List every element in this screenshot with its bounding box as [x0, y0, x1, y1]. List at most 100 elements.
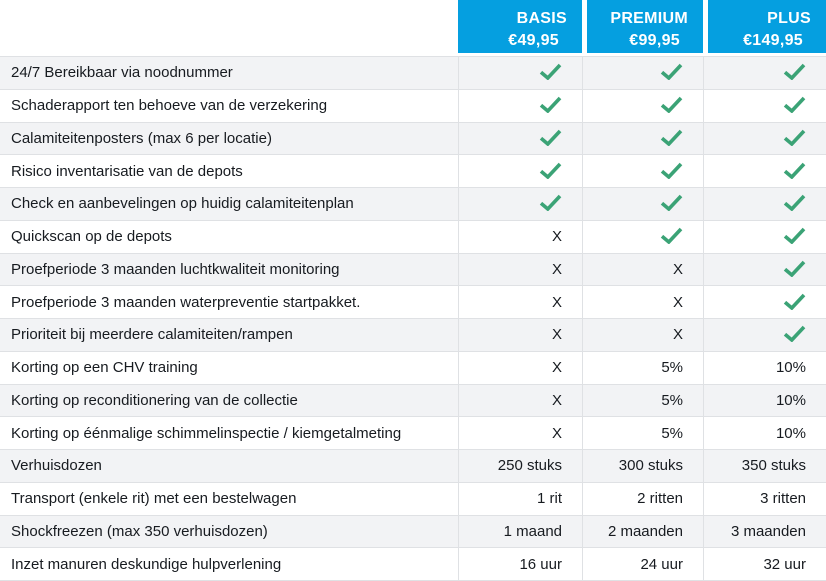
- value-cell: [703, 253, 826, 287]
- value-cell: 10%: [703, 417, 826, 450]
- check-icon: [660, 162, 683, 180]
- value-cell: X: [582, 286, 703, 319]
- check-icon: [783, 96, 806, 114]
- value-cell: 350 stuks: [703, 450, 826, 483]
- value-cell: [582, 56, 703, 90]
- corner-spacer: [0, 0, 458, 56]
- value-cell: [582, 89, 703, 123]
- feature-label: Prioriteit bij meerdere calamiteiten/ram…: [0, 319, 458, 352]
- plan-name: BASIS: [516, 10, 567, 27]
- check-icon: [660, 227, 683, 245]
- plans-header-row: BASIS €49,95 PREMIUM €99,95 PLUS €149,95: [0, 0, 826, 56]
- plan-price: €49,95: [508, 32, 559, 50]
- check-icon: [660, 64, 683, 81]
- feature-label: Inzet manuren deskundige hulpverlening: [0, 548, 458, 581]
- value-cell: [458, 122, 582, 156]
- feature-label: Schaderapport ten behoeve van de verzeke…: [0, 90, 458, 123]
- plan-price: €99,95: [629, 32, 680, 50]
- feature-row: Proefperiode 3 maanden luchtkwaliteit mo…: [0, 253, 826, 287]
- value-cell: [458, 89, 582, 123]
- value-cell: [703, 122, 826, 156]
- value-cell: 24 uur: [582, 548, 703, 581]
- value-cell: 2 ritten: [582, 482, 703, 516]
- check-icon: [783, 260, 806, 278]
- value-cell: 250 stuks: [458, 450, 582, 483]
- feature-row: Check en aanbevelingen op huidig calamit…: [0, 188, 826, 221]
- feature-row: Verhuisdozen 250 stuks 300 stuks 350 stuks: [0, 450, 826, 483]
- feature-row: Korting op een CHV training X 5% 10%: [0, 351, 826, 385]
- check-icon: [783, 326, 806, 343]
- value-cell: X: [458, 417, 582, 450]
- value-cell: [703, 220, 826, 254]
- value-cell: 16 uur: [458, 548, 582, 581]
- feature-row: Transport (enkele rit) met een bestelwag…: [0, 482, 826, 516]
- value-cell: 5%: [582, 417, 703, 450]
- feature-row: Schaderapport ten behoeve van de verzeke…: [0, 89, 826, 123]
- feature-label: Transport (enkele rit) met een bestelwag…: [0, 483, 458, 516]
- feature-label: Verhuisdozen: [0, 450, 458, 483]
- value-cell: [582, 220, 703, 254]
- value-cell: 10%: [703, 351, 826, 385]
- value-cell: X: [458, 253, 582, 287]
- feature-label: Shockfreezen (max 350 verhuisdozen): [0, 516, 458, 549]
- check-icon: [660, 129, 683, 147]
- value-cell: 1 rit: [458, 482, 582, 516]
- check-icon: [783, 195, 806, 212]
- value-cell: [582, 188, 703, 221]
- feature-row: Proefperiode 3 maanden waterpreventie st…: [0, 286, 826, 319]
- value-cell: X: [458, 319, 582, 352]
- value-cell: 5%: [582, 351, 703, 385]
- check-icon: [783, 227, 806, 245]
- feature-row: Prioriteit bij meerdere calamiteiten/ram…: [0, 319, 826, 352]
- check-icon: [539, 96, 562, 114]
- value-cell: [703, 286, 826, 319]
- plan-header-premium: PREMIUM €99,95: [582, 0, 703, 56]
- value-cell: [458, 188, 582, 221]
- feature-label: Korting op éénmalige schimmelinspectie /…: [0, 417, 458, 450]
- plan-header-basis: BASIS €49,95: [458, 0, 582, 56]
- feature-row: Risico inventarisatie van de depots: [0, 155, 826, 188]
- value-cell: X: [582, 253, 703, 287]
- feature-label: Proefperiode 3 maanden waterpreventie st…: [0, 286, 458, 319]
- check-icon: [660, 96, 683, 114]
- value-cell: X: [582, 319, 703, 352]
- plan-header-plus: PLUS €149,95: [703, 0, 826, 56]
- plan-name: PREMIUM: [610, 10, 688, 27]
- value-cell: 5%: [582, 384, 703, 418]
- value-cell: [582, 155, 703, 188]
- feature-row: Korting op reconditionering van de colle…: [0, 384, 826, 418]
- feature-row: Shockfreezen (max 350 verhuisdozen) 1 maa…: [0, 515, 826, 549]
- plan-name: PLUS: [767, 10, 811, 27]
- value-cell: 2 maanden: [582, 515, 703, 549]
- feature-label: 24/7 Bereikbaar via noodnummer: [0, 56, 458, 90]
- value-cell: 300 stuks: [582, 450, 703, 483]
- feature-label: Risico inventarisatie van de depots: [0, 155, 458, 188]
- feature-row: 24/7 Bereikbaar via noodnummer: [0, 56, 826, 90]
- value-cell: [458, 56, 582, 90]
- check-icon: [783, 64, 806, 81]
- check-icon: [539, 195, 562, 212]
- value-cell: [582, 122, 703, 156]
- check-icon: [539, 129, 562, 147]
- check-icon: [783, 293, 806, 311]
- value-cell: X: [458, 351, 582, 385]
- value-cell: X: [458, 220, 582, 254]
- feature-row: Quickscan op de depots X: [0, 220, 826, 254]
- feature-label: Calamiteitenposters (max 6 per locatie): [0, 123, 458, 156]
- feature-row: Inzet manuren deskundige hulpverlening 16…: [0, 548, 826, 581]
- check-icon: [539, 162, 562, 180]
- check-icon: [660, 195, 683, 212]
- value-cell: 10%: [703, 384, 826, 418]
- plan-price: €149,95: [743, 32, 803, 50]
- value-cell: X: [458, 286, 582, 319]
- feature-label: Check en aanbevelingen op huidig calamit…: [0, 188, 458, 221]
- feature-label: Korting op reconditionering van de colle…: [0, 385, 458, 418]
- feature-label: Korting op een CHV training: [0, 352, 458, 385]
- value-cell: 3 ritten: [703, 482, 826, 516]
- check-icon: [539, 64, 562, 81]
- value-cell: 1 maand: [458, 515, 582, 549]
- value-cell: [703, 89, 826, 123]
- check-icon: [783, 129, 806, 147]
- feature-row: Korting op éénmalige schimmelinspectie /…: [0, 417, 826, 450]
